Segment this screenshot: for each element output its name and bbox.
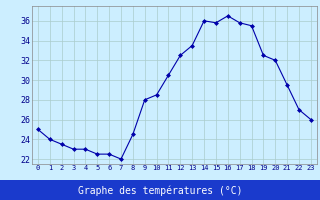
- Text: Graphe des températures (°C): Graphe des températures (°C): [78, 186, 242, 196]
